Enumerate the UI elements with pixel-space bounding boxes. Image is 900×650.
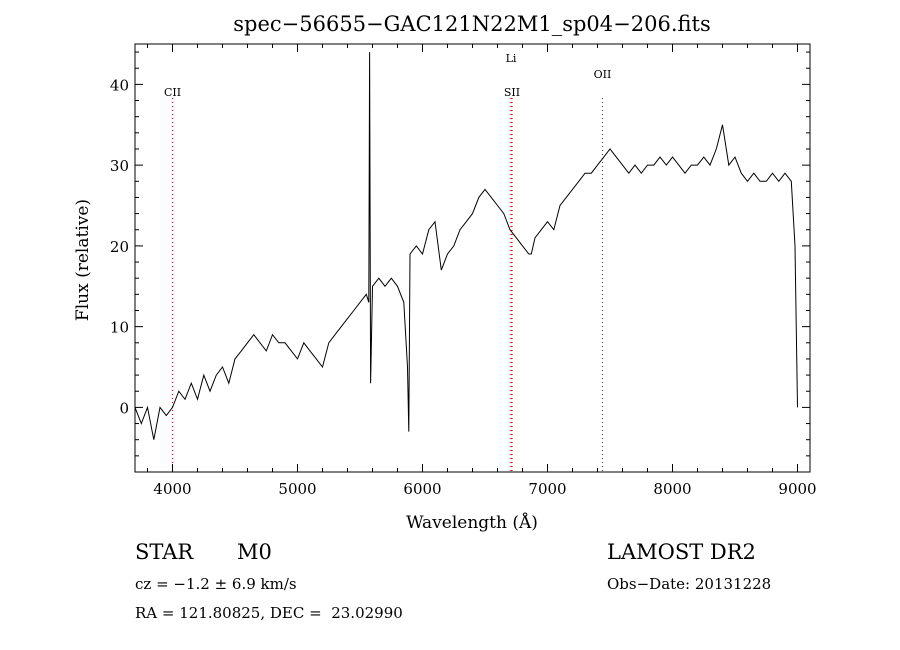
y-tick-label: 10 bbox=[110, 319, 129, 337]
spectrum-series bbox=[134, 52, 798, 440]
line-marker-label: OII bbox=[594, 68, 612, 81]
y-axis-label: Flux (relative) bbox=[73, 199, 93, 321]
y-tick-label: 40 bbox=[110, 76, 129, 94]
line-marker-label: Li bbox=[506, 52, 517, 65]
y-tick-label: 0 bbox=[119, 399, 129, 417]
y-tick-label: 20 bbox=[110, 238, 129, 256]
x-tick-label: 7000 bbox=[528, 480, 566, 498]
redshift-text: cz = −1.2 ± 6.9 km/s bbox=[135, 575, 297, 593]
plot-frame bbox=[134, 43, 811, 473]
obs-date: Obs−Date: 20131228 bbox=[607, 575, 772, 593]
y-axis: 0 10 20 30 40 bbox=[110, 51, 810, 457]
x-tick-label: 8000 bbox=[653, 480, 691, 498]
x-tick-label: 6000 bbox=[403, 480, 441, 498]
line-marker-label: CII bbox=[164, 86, 181, 99]
x-tick-label: 5000 bbox=[278, 480, 316, 498]
object-subclass: M0 bbox=[237, 540, 272, 564]
x-tick-label: 4000 bbox=[153, 480, 191, 498]
y-tick-label: 30 bbox=[110, 157, 129, 175]
x-tick-label: 9000 bbox=[778, 480, 816, 498]
object-class: STAR bbox=[135, 540, 194, 564]
chart-title: spec−56655−GAC121N22M1_sp04−206.fits bbox=[233, 12, 710, 36]
coordinates-text: RA = 121.80825, DEC = 23.02990 bbox=[135, 604, 403, 622]
x-axis: 4000 5000 6000 7000 8000 9000 bbox=[147, 44, 817, 498]
spectrum-line bbox=[134, 52, 798, 440]
line-markers: CII Li SII OII bbox=[164, 52, 611, 472]
line-marker-label: SII bbox=[504, 86, 520, 99]
survey-name: LAMOST DR2 bbox=[607, 540, 756, 564]
x-axis-label: Wavelength (Å) bbox=[406, 512, 538, 533]
